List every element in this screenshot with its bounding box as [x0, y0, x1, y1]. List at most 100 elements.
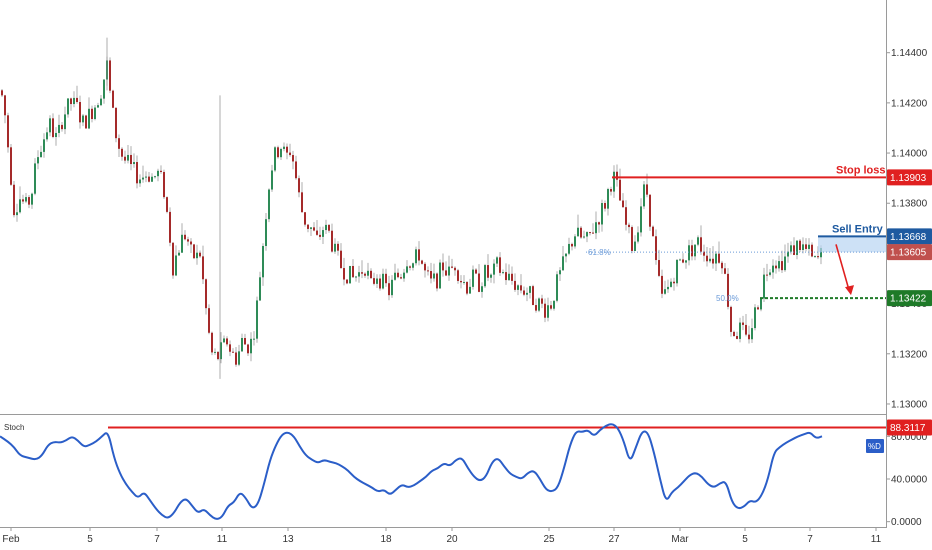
candle-body: [169, 211, 171, 243]
candle-body: [808, 244, 810, 249]
candle-body: [613, 171, 615, 192]
candle-body: [103, 79, 105, 99]
candle-body: [34, 163, 36, 194]
candle-body: [31, 193, 33, 205]
candle-body: [328, 224, 330, 231]
candle-body: [256, 300, 258, 339]
stoch-name: Stoch: [4, 423, 24, 432]
candle-body: [706, 255, 708, 262]
candle-body: [514, 280, 516, 290]
candle-body: [163, 171, 165, 198]
candle-body: [268, 189, 270, 220]
candle-body: [778, 261, 780, 269]
stoch-d-tag: [866, 439, 884, 453]
candle-body: [67, 98, 69, 115]
candle-body: [220, 342, 222, 360]
candle-body: [109, 60, 111, 91]
candle-body: [619, 179, 621, 201]
candle-body: [643, 184, 645, 207]
stoch-axis[interactable]: 80.0000 40.0000 0.0000 88.3117: [886, 419, 932, 528]
time-tick-label: 20: [446, 534, 458, 545]
candle-body: [316, 230, 318, 235]
candle-body: [115, 107, 117, 139]
main-pane[interactable]: Sell Entry 61.8% Stop loss 50.0%: [0, 0, 886, 414]
candle-body: [658, 260, 660, 276]
candle-body: [52, 118, 54, 138]
time-tick-label: 18: [380, 534, 392, 545]
candle-body: [448, 266, 450, 276]
candle-body: [118, 138, 120, 149]
candle-body: [526, 292, 528, 295]
candle-body: [445, 270, 447, 276]
candle-body: [223, 338, 225, 343]
candle-body: [724, 268, 726, 274]
candle-body: [574, 236, 576, 247]
candle-body: [349, 265, 351, 284]
stoch-d-line: [0, 423, 823, 520]
candle-body: [157, 170, 159, 177]
candle-body: [151, 176, 153, 182]
candle-body: [346, 279, 348, 284]
candle-body: [382, 273, 384, 289]
candle-body: [691, 245, 693, 257]
candle-body: [244, 338, 246, 345]
candle-body: [334, 243, 336, 252]
candle-body: [622, 200, 624, 208]
candle-body: [1, 90, 3, 96]
candle-body: [301, 192, 303, 213]
candle-body: [373, 278, 375, 284]
candle-body: [640, 206, 642, 233]
time-tick-label: Feb: [2, 534, 20, 545]
candle-body: [484, 265, 486, 287]
candle-body: [265, 219, 267, 246]
time-axis[interactable]: Feb 5 7 11 13 18 20 25 27 Mar 5 7 11: [2, 527, 882, 545]
candle-body: [670, 281, 672, 287]
candle-body: [646, 184, 648, 195]
candle-body: [124, 156, 126, 161]
time-tick-label: 5: [742, 534, 748, 545]
candle-body: [400, 277, 402, 279]
candle-body: [376, 278, 378, 284]
candle-body: [538, 298, 540, 311]
time-tick-label: 25: [543, 534, 555, 545]
candle-body: [319, 234, 321, 237]
candle-body: [700, 237, 702, 252]
candle-body: [568, 243, 570, 254]
candle-body: [502, 272, 504, 274]
candle-body: [694, 244, 696, 257]
candle-body: [763, 274, 765, 299]
candle-body: [49, 118, 51, 133]
candle-body: [271, 170, 273, 190]
candle-body: [553, 300, 555, 309]
price-axis[interactable]: 1.144001.142001.140001.138001.136001.134…: [886, 48, 932, 410]
candle-body: [358, 272, 360, 277]
fib-618-label: 61.8%: [588, 248, 611, 257]
stoch-pane[interactable]: %D Stoch: [0, 423, 886, 520]
candle-body: [217, 351, 219, 360]
sell-arrow-shaft: [835, 244, 850, 291]
candle-body: [121, 148, 123, 157]
price-tick-label: 1.13800: [891, 199, 928, 210]
candle-body: [112, 90, 114, 108]
candle-body: [805, 244, 807, 249]
candle-body: [655, 236, 657, 261]
candle-body: [667, 286, 669, 290]
candle-body: [64, 114, 66, 130]
candle-body: [343, 268, 345, 280]
candle-body: [505, 272, 507, 281]
candle-body: [229, 344, 231, 352]
time-tick-label: 7: [154, 534, 160, 545]
candle-body: [625, 207, 627, 225]
candle-body: [367, 270, 369, 276]
sell-entry-zone: [818, 236, 886, 253]
candle-body: [649, 194, 651, 227]
candle-body: [550, 305, 552, 309]
candle-body: [277, 147, 279, 158]
candle-body: [637, 232, 639, 242]
candle-body: [298, 178, 300, 193]
stoch-tick-label: 0.0000: [891, 517, 922, 528]
stoch-d-tag-label: %D: [868, 442, 881, 451]
candle-body: [817, 256, 819, 258]
candle-body: [529, 286, 531, 293]
